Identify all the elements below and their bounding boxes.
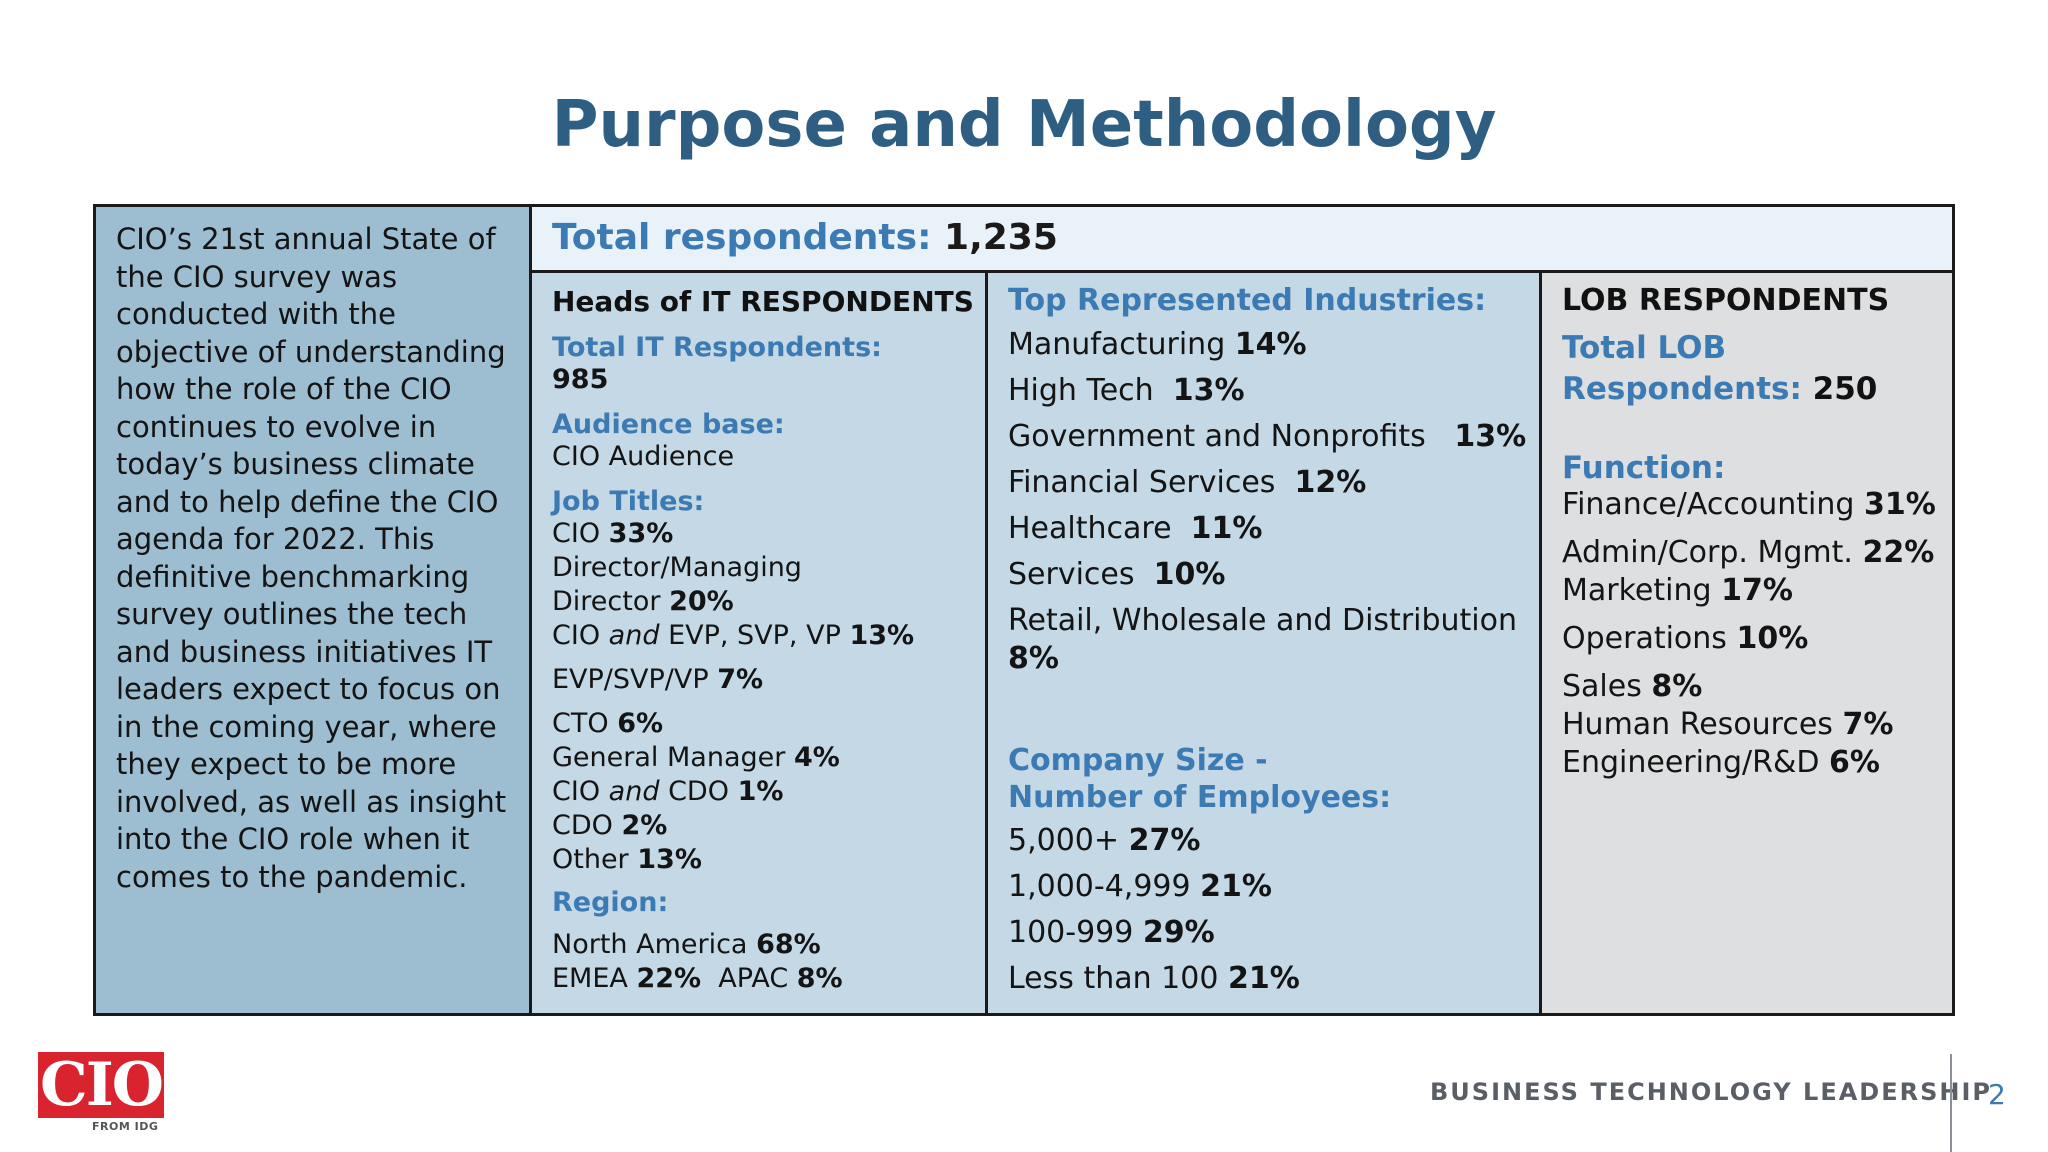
it-total-value: 985 (552, 364, 609, 395)
function-row: Operations 10% (1562, 621, 1809, 656)
lob-total: Total LOB Respondents: 250 (1562, 330, 1878, 407)
job-titles-label: Job Titles: (552, 486, 705, 517)
job-row: General Manager 4% (552, 742, 840, 773)
industry-row: Manufacturing 14% (1008, 327, 1307, 362)
methodology-table: CIO’s 21st annual State of the CIO surve… (93, 204, 1955, 1016)
it-heading: Heads of IT RESPONDENTS (552, 285, 974, 318)
function-row: Human Resources 7% (1562, 707, 1894, 742)
size-row: Less than 100 21% (1008, 961, 1300, 996)
job-row: CIO and EVP, SVP, VP 13% (552, 620, 915, 651)
job-row: CDO 2% (552, 810, 668, 841)
job-row: EVP/SVP/VP 7% (552, 664, 764, 695)
function-row: Finance/Accounting 31% (1562, 487, 1936, 522)
it-respondents-cell: Heads of IT RESPONDENTS Total IT Respond… (532, 273, 988, 1013)
total-respondents-cell: Total respondents: 1,235 (532, 207, 1952, 273)
footer-tagline: BUSINESS TECHNOLOGY LEADERSHIP (1430, 1078, 1992, 1106)
industry-row: Healthcare 11% (1008, 511, 1263, 546)
function-row: Engineering/R&D 6% (1562, 745, 1880, 780)
industry-row: Government and Nonprofits 13% (1008, 419, 1527, 454)
intro-cell: CIO’s 21st annual State of the CIO surve… (96, 207, 532, 1013)
total-respondents-value: 1,235 (944, 217, 1058, 258)
function-row: Sales 8% (1562, 669, 1703, 704)
size-row: 100-999 29% (1008, 915, 1215, 950)
industry-row: High Tech 13% (1008, 373, 1245, 408)
lob-respondents-cell: LOB RESPONDENTS Total LOB Respondents: 25… (1542, 273, 1952, 1013)
job-row: Other 13% (552, 844, 702, 875)
region-row: EMEA 22% APAC 8% (552, 963, 843, 994)
job-row: Director 20% (552, 586, 734, 617)
region-label: Region: (552, 887, 669, 918)
job-row: CIO 33% (552, 518, 674, 549)
function-label: Function: (1562, 450, 1726, 486)
function-row: Admin/Corp. Mgmt. 22% (1562, 535, 1935, 570)
total-respondents-label: Total respondents: (552, 217, 932, 258)
page-title: Purpose and Methodology (551, 88, 1497, 162)
size-row: 1,000-4,999 21% (1008, 869, 1272, 904)
job-row: CTO 6% (552, 708, 664, 739)
industry-row: Services 10% (1008, 557, 1226, 592)
region-row: North America 68% (552, 929, 821, 960)
industries-label: Top Represented Industries: (1008, 283, 1487, 318)
audience-value: CIO Audience (552, 441, 735, 472)
cio-logo-subtitle: FROM IDG (92, 1120, 159, 1133)
industry-row: Retail, Wholesale and Distribution 8% (1008, 603, 1518, 676)
it-total-label: Total IT Respondents: (552, 332, 882, 363)
audience-label: Audience base: (552, 409, 785, 440)
industries-cell: Top Represented Industries: Manufacturin… (988, 273, 1542, 1013)
size-row: 5,000+ 27% (1008, 823, 1201, 858)
company-size-label: Company Size - Number of Employees: (1008, 743, 1392, 815)
job-row: Director/Managing (552, 552, 802, 583)
intro-paragraph: CIO’s 21st annual State of the CIO surve… (116, 222, 507, 894)
footer-divider (1950, 1054, 1952, 1152)
job-row: CIO and CDO 1% (552, 776, 784, 807)
cio-logo: CIO (38, 1050, 164, 1120)
function-row: Marketing 17% (1562, 573, 1793, 608)
industry-row: Financial Services 12% (1008, 465, 1367, 500)
total-respondents: Total respondents: 1,235 (552, 217, 1952, 258)
page-number: 2 (1988, 1078, 2006, 1111)
lob-heading: LOB RESPONDENTS (1562, 283, 1890, 318)
